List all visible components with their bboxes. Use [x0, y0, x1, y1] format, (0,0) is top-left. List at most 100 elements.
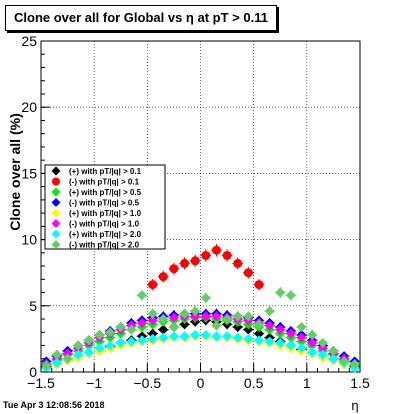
data-point	[200, 292, 211, 303]
data-point	[179, 331, 190, 342]
data-point	[105, 340, 116, 351]
data-point	[285, 328, 296, 339]
data-point	[73, 349, 84, 360]
legend-box	[44, 164, 166, 250]
data-point	[222, 314, 233, 325]
data-point	[180, 258, 190, 268]
legend-label: (-) with pT/|q| > 0.5	[69, 199, 140, 208]
legend-marker	[51, 229, 61, 239]
data-point	[328, 353, 339, 364]
y-tick-label: 15	[21, 165, 37, 181]
data-point	[147, 333, 158, 344]
legend-marker	[51, 208, 61, 218]
data-point	[232, 311, 243, 322]
data-point	[200, 311, 211, 322]
legend: (+) with pT/|q| > 0.1 (-) with pT/|q| > 0…	[44, 164, 166, 250]
data-point	[275, 287, 286, 298]
data-point	[307, 337, 318, 348]
data-point	[62, 348, 73, 359]
x-tick-label: −1.5	[27, 375, 55, 391]
data-point	[168, 331, 179, 342]
data-point	[253, 335, 264, 346]
data-point	[232, 321, 243, 332]
data-point	[190, 329, 201, 340]
data-point	[307, 347, 318, 358]
data-point	[137, 318, 148, 329]
data-point	[158, 314, 169, 325]
data-point	[275, 324, 286, 335]
data-point	[158, 272, 168, 282]
data-point	[243, 268, 253, 278]
data-point	[296, 332, 307, 343]
data-point	[317, 343, 328, 354]
data-point	[222, 250, 232, 260]
data-point	[115, 321, 126, 332]
legend-label: (-) with pT/|q| > 0.1	[69, 178, 140, 187]
data-point	[190, 306, 201, 317]
y-tick-label: 20	[21, 99, 37, 115]
legend-marker	[51, 219, 61, 228]
data-point	[243, 333, 254, 344]
x-tick-label: −0.5	[134, 375, 162, 391]
data-point	[137, 335, 148, 346]
data-point	[243, 324, 254, 335]
data-point	[147, 315, 158, 326]
data-point	[243, 311, 254, 322]
data-point	[190, 256, 200, 266]
legend-marker	[51, 198, 61, 207]
data-point	[158, 332, 169, 343]
data-point	[254, 280, 264, 290]
chart-title: Clone over all for Global vs η at pT > 0…	[5, 5, 277, 31]
axes: −1.5 −1 −0.5 0 0.5 1 1.5 0 5 10 15 20 25	[21, 33, 370, 391]
data-point	[211, 311, 222, 322]
data-point	[126, 336, 137, 347]
data-point	[168, 321, 179, 332]
data-point	[147, 328, 158, 339]
data-point	[201, 250, 211, 260]
data-point	[83, 347, 94, 358]
legend-marker	[51, 187, 61, 197]
legend-label: (+) with pT/|q| > 2.0	[69, 230, 142, 239]
data-point	[51, 357, 62, 368]
data-point	[200, 329, 211, 340]
data-point	[147, 308, 158, 319]
x-tick-label: 1.5	[350, 375, 370, 391]
data-point	[126, 324, 137, 335]
legend-marker	[51, 166, 61, 176]
data-point	[158, 324, 169, 335]
data-point	[211, 320, 222, 331]
data-point	[211, 245, 221, 255]
data-point	[211, 331, 222, 342]
x-axis-label: η	[351, 398, 358, 413]
x-tick-label: 0	[197, 375, 205, 391]
data-point	[232, 332, 243, 343]
x-tick-label: 1	[303, 375, 311, 391]
data-point	[317, 337, 328, 348]
x-tick-label: 0.5	[244, 375, 264, 391]
data-point	[328, 345, 339, 356]
data-point	[83, 335, 94, 346]
data-point	[41, 360, 52, 371]
data-point	[296, 321, 307, 332]
legend-label: (+) with pT/|q| > 0.5	[69, 188, 142, 197]
data-point	[233, 258, 243, 268]
y-tick-label: 10	[21, 232, 37, 248]
data-point	[275, 337, 286, 348]
data-point	[264, 336, 275, 347]
data-point	[169, 264, 179, 274]
data-point	[179, 308, 190, 319]
data-point	[115, 337, 126, 348]
legend-marker	[52, 177, 60, 186]
data-point	[339, 356, 350, 367]
data-point	[349, 359, 360, 370]
timestamp: Tue Apr 3 12:08:56 2018	[3, 400, 105, 410]
data-point	[264, 320, 275, 331]
legend-marker	[51, 240, 61, 249]
y-tick-label: 5	[29, 298, 37, 314]
data-point	[94, 329, 105, 340]
data-point	[51, 349, 62, 360]
data-point	[148, 280, 158, 290]
legend-label: (-) with pT/|q| > 2.0	[69, 241, 140, 250]
data-point	[264, 306, 275, 317]
